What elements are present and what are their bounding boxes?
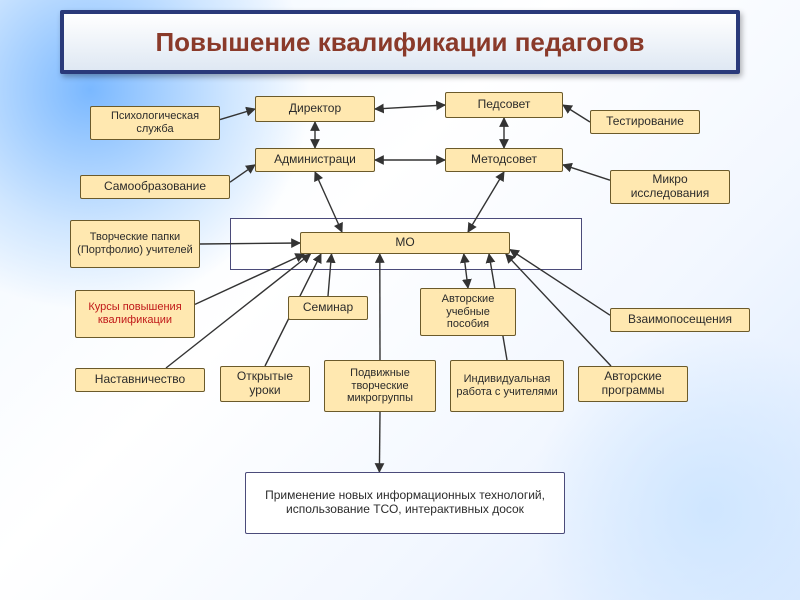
diagram-stage: { "title": { "text": "Повышение квалифик… bbox=[0, 0, 800, 600]
node-metsovet: Методсовет bbox=[445, 148, 563, 172]
node-label: Педсовет bbox=[478, 98, 531, 112]
node-label: Подвижные творческие микрогруппы bbox=[330, 367, 430, 405]
node-testing: Тестирование bbox=[590, 110, 700, 134]
title-text: Повышение квалификации педагогов bbox=[155, 27, 644, 58]
node-label: Директор bbox=[289, 102, 341, 116]
node-admin: Администраци bbox=[255, 148, 375, 172]
node-label: Тестирование bbox=[606, 115, 684, 129]
node-seminar: Семинар bbox=[288, 296, 368, 320]
node-label: Администраци bbox=[274, 153, 356, 167]
node-director: Директор bbox=[255, 96, 375, 122]
node-openclasses: Открытые уроки bbox=[220, 366, 310, 402]
node-label: Семинар bbox=[303, 301, 353, 315]
node-tech: Применение новых информационных технолог… bbox=[245, 472, 565, 534]
node-label: Применение новых информационных технолог… bbox=[251, 489, 559, 517]
node-label: Авторские программы bbox=[584, 370, 682, 398]
node-pedsovet: Педсовет bbox=[445, 92, 563, 118]
node-label: Авторские учебные пособия bbox=[426, 293, 510, 331]
node-label: Психологическая служба bbox=[96, 110, 214, 135]
node-label: Взаимопосещения bbox=[628, 313, 732, 327]
node-authprograms: Авторские программы bbox=[578, 366, 688, 402]
node-microgroups: Подвижные творческие микрогруппы bbox=[324, 360, 436, 412]
node-label: Наставничество bbox=[95, 373, 185, 387]
node-label: Курсы повышения квалификации bbox=[81, 301, 189, 326]
node-mo: МО bbox=[300, 232, 510, 254]
node-label: Методсовет bbox=[471, 153, 537, 167]
node-label: Микро исследования bbox=[616, 173, 724, 201]
node-label: МО bbox=[395, 236, 414, 250]
node-label: Открытые уроки bbox=[226, 370, 304, 398]
node-visits: Взаимопосещения bbox=[610, 308, 750, 332]
node-micro: Микро исследования bbox=[610, 170, 730, 204]
node-portfolio: Творческие папки (Портфолио) учителей bbox=[70, 220, 200, 268]
node-courses: Курсы повышения квалификации bbox=[75, 290, 195, 338]
title-banner: Повышение квалификации педагогов bbox=[60, 10, 740, 74]
node-selfed: Самообразование bbox=[80, 175, 230, 199]
node-mentoring: Наставничество bbox=[75, 368, 205, 392]
node-manuals: Авторские учебные пособия bbox=[420, 288, 516, 336]
node-psych: Психологическая служба bbox=[90, 106, 220, 140]
node-label: Творческие папки (Портфолио) учителей bbox=[76, 231, 194, 256]
node-label: Индивидуальная работа с учителями bbox=[456, 373, 558, 398]
node-label: Самообразование bbox=[104, 180, 206, 194]
node-individual: Индивидуальная работа с учителями bbox=[450, 360, 564, 412]
